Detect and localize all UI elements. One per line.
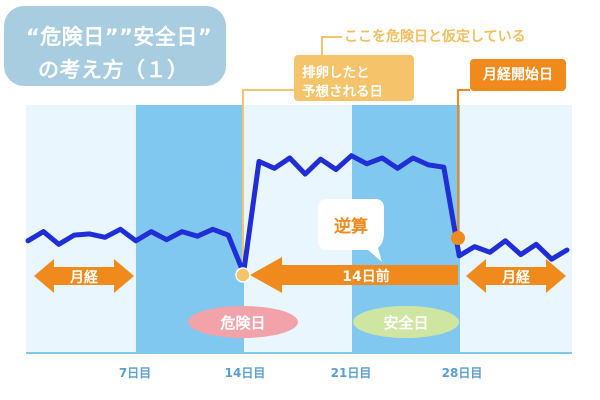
title-box: “危険日””安全日” の考え方（１）	[4, 6, 226, 86]
period-start-connector	[457, 89, 470, 238]
ovulation-connector	[242, 89, 294, 272]
title-line1: “危険日””安全日”	[26, 25, 213, 49]
period-start-marker	[451, 231, 465, 245]
ovulation-marker	[235, 267, 251, 283]
x-tick-7: 7日目	[118, 366, 152, 380]
back-calc-bubble	[318, 199, 384, 262]
period-label-left: 月経	[69, 269, 99, 286]
safe-day-label: 安全日	[383, 314, 428, 332]
temperature-line	[25, 153, 570, 276]
safe-day-ellipse	[353, 306, 459, 338]
period-label-right: 月経	[501, 269, 531, 286]
period-arrow-left	[34, 259, 134, 293]
x-tick-28: 28日目	[441, 366, 483, 380]
title-line2: の考え方（１）	[38, 58, 189, 82]
period-arrow-right	[466, 259, 566, 293]
x-tick-21: 21日目	[330, 366, 372, 380]
stripe-week5	[460, 105, 572, 353]
ovulation-label-line2: 予想される日	[302, 84, 383, 100]
danger-day-label: 危険日	[220, 314, 265, 332]
assumption-note: ここを危険日と仮定している	[344, 29, 526, 45]
ovulation-label-line1: 排卵したと	[302, 65, 370, 81]
ovulation-callout: 排卵したと 予想される日	[294, 55, 414, 101]
fourteen-days-label: 14日前	[342, 268, 389, 285]
danger-day-ellipse	[188, 306, 298, 338]
back-calc-label: 逆算	[334, 216, 368, 237]
note-connector	[321, 36, 342, 55]
x-tick-14: 14日目	[224, 366, 266, 380]
fourteen-days-arrow	[250, 257, 458, 293]
period-start-callout: 月経開始日	[470, 59, 566, 91]
